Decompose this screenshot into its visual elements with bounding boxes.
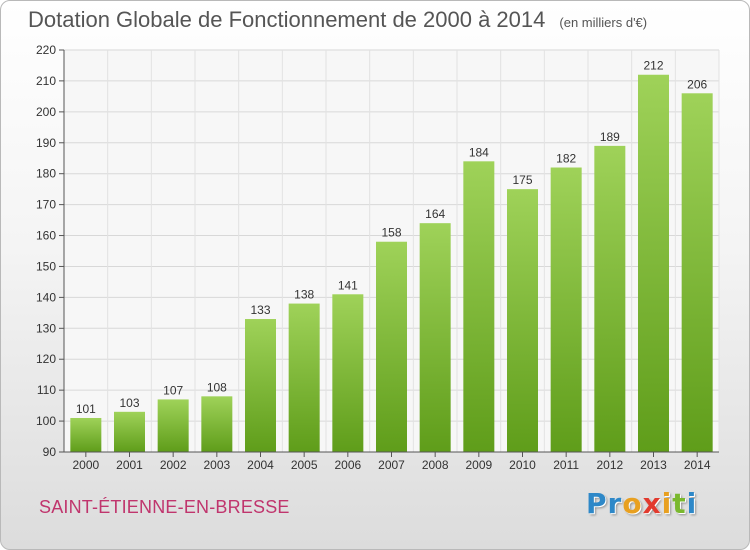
logo-letter: t xyxy=(672,487,687,520)
y-tick-label: 120 xyxy=(36,352,56,366)
data-label: 138 xyxy=(294,288,314,302)
labels: 90 100 110 120 130 140 150 160 170 180 190 200 210 22… xyxy=(36,43,711,472)
logo-letter: P xyxy=(586,487,608,520)
y-tick-label: 150 xyxy=(36,259,56,273)
x-tick-label: 2006 xyxy=(334,458,361,472)
x-tick-label: 2003 xyxy=(203,458,230,472)
x-tick-label: 2001 xyxy=(116,458,143,472)
bar xyxy=(245,319,276,452)
y-tick-label: 160 xyxy=(36,229,56,243)
bar xyxy=(550,167,582,452)
bar xyxy=(681,93,713,453)
bar xyxy=(419,223,451,452)
y-tick-label: 140 xyxy=(36,290,56,304)
data-label: 175 xyxy=(512,173,532,187)
y-tick-label: 130 xyxy=(36,321,56,335)
data-label: 101 xyxy=(76,402,96,416)
chart-unit: (en milliers d'€) xyxy=(559,15,648,30)
x-tick-label: 2013 xyxy=(640,458,667,472)
bar xyxy=(507,189,538,452)
y-tick-label: 220 xyxy=(36,43,56,57)
y-tick-label: 100 xyxy=(36,414,56,428)
bar xyxy=(157,399,189,452)
bar xyxy=(332,294,364,452)
y-tick-label: 190 xyxy=(36,136,56,150)
data-label: 189 xyxy=(600,130,620,144)
x-tick-label: 2007 xyxy=(378,458,405,472)
bar xyxy=(463,161,495,453)
bar xyxy=(376,241,407,452)
data-label: 133 xyxy=(250,303,270,317)
data-label: 158 xyxy=(381,226,401,240)
proxiti-logo: Proxiti xyxy=(586,487,697,520)
bar xyxy=(70,417,102,452)
x-tick-label: 2014 xyxy=(684,458,711,472)
logo-letter: r xyxy=(607,487,623,520)
bar xyxy=(114,411,145,452)
data-label: 141 xyxy=(338,278,358,292)
x-tick-label: 2012 xyxy=(596,458,623,472)
y-tick-label: 110 xyxy=(37,383,56,397)
bar xyxy=(638,74,669,452)
bars xyxy=(70,74,713,453)
logo-letter: o xyxy=(622,487,643,520)
bar xyxy=(594,145,626,452)
y-tick-label: 90 xyxy=(43,445,57,459)
logo-letter: i xyxy=(686,487,698,520)
x-tick-label: 2009 xyxy=(465,458,492,472)
x-tick-label: 2004 xyxy=(247,458,274,472)
chart-title: Dotation Globale de Fonctionnement de 20… xyxy=(28,7,647,33)
x-tick-label: 2005 xyxy=(291,458,318,472)
logo-letter: x xyxy=(642,487,662,520)
bar xyxy=(201,396,233,452)
chart-title-text: Dotation Globale de Fonctionnement de 20… xyxy=(28,7,546,32)
axes xyxy=(59,49,719,457)
data-label: 206 xyxy=(687,77,707,91)
x-tick-label: 2002 xyxy=(160,458,187,472)
data-label: 182 xyxy=(556,152,576,166)
x-tick-label: 2008 xyxy=(422,458,449,472)
data-label: 212 xyxy=(643,59,663,73)
y-tick-label: 170 xyxy=(36,198,56,212)
y-tick-label: 210 xyxy=(36,74,56,88)
x-tick-label: 2010 xyxy=(509,458,536,472)
data-label: 107 xyxy=(163,383,183,397)
y-tick-label: 180 xyxy=(36,167,56,181)
data-label: 108 xyxy=(207,380,227,394)
x-tick-label: 2011 xyxy=(553,458,579,472)
y-tick-label: 200 xyxy=(36,105,56,119)
data-label: 184 xyxy=(469,145,489,159)
x-tick-label: 2000 xyxy=(72,458,99,472)
logo-letter: i xyxy=(661,487,673,520)
data-label: 164 xyxy=(425,207,445,221)
data-label: 103 xyxy=(119,396,139,410)
bar xyxy=(288,303,320,452)
commune-name: SAINT-ÉTIENNE-EN-BRESSE xyxy=(39,497,290,517)
